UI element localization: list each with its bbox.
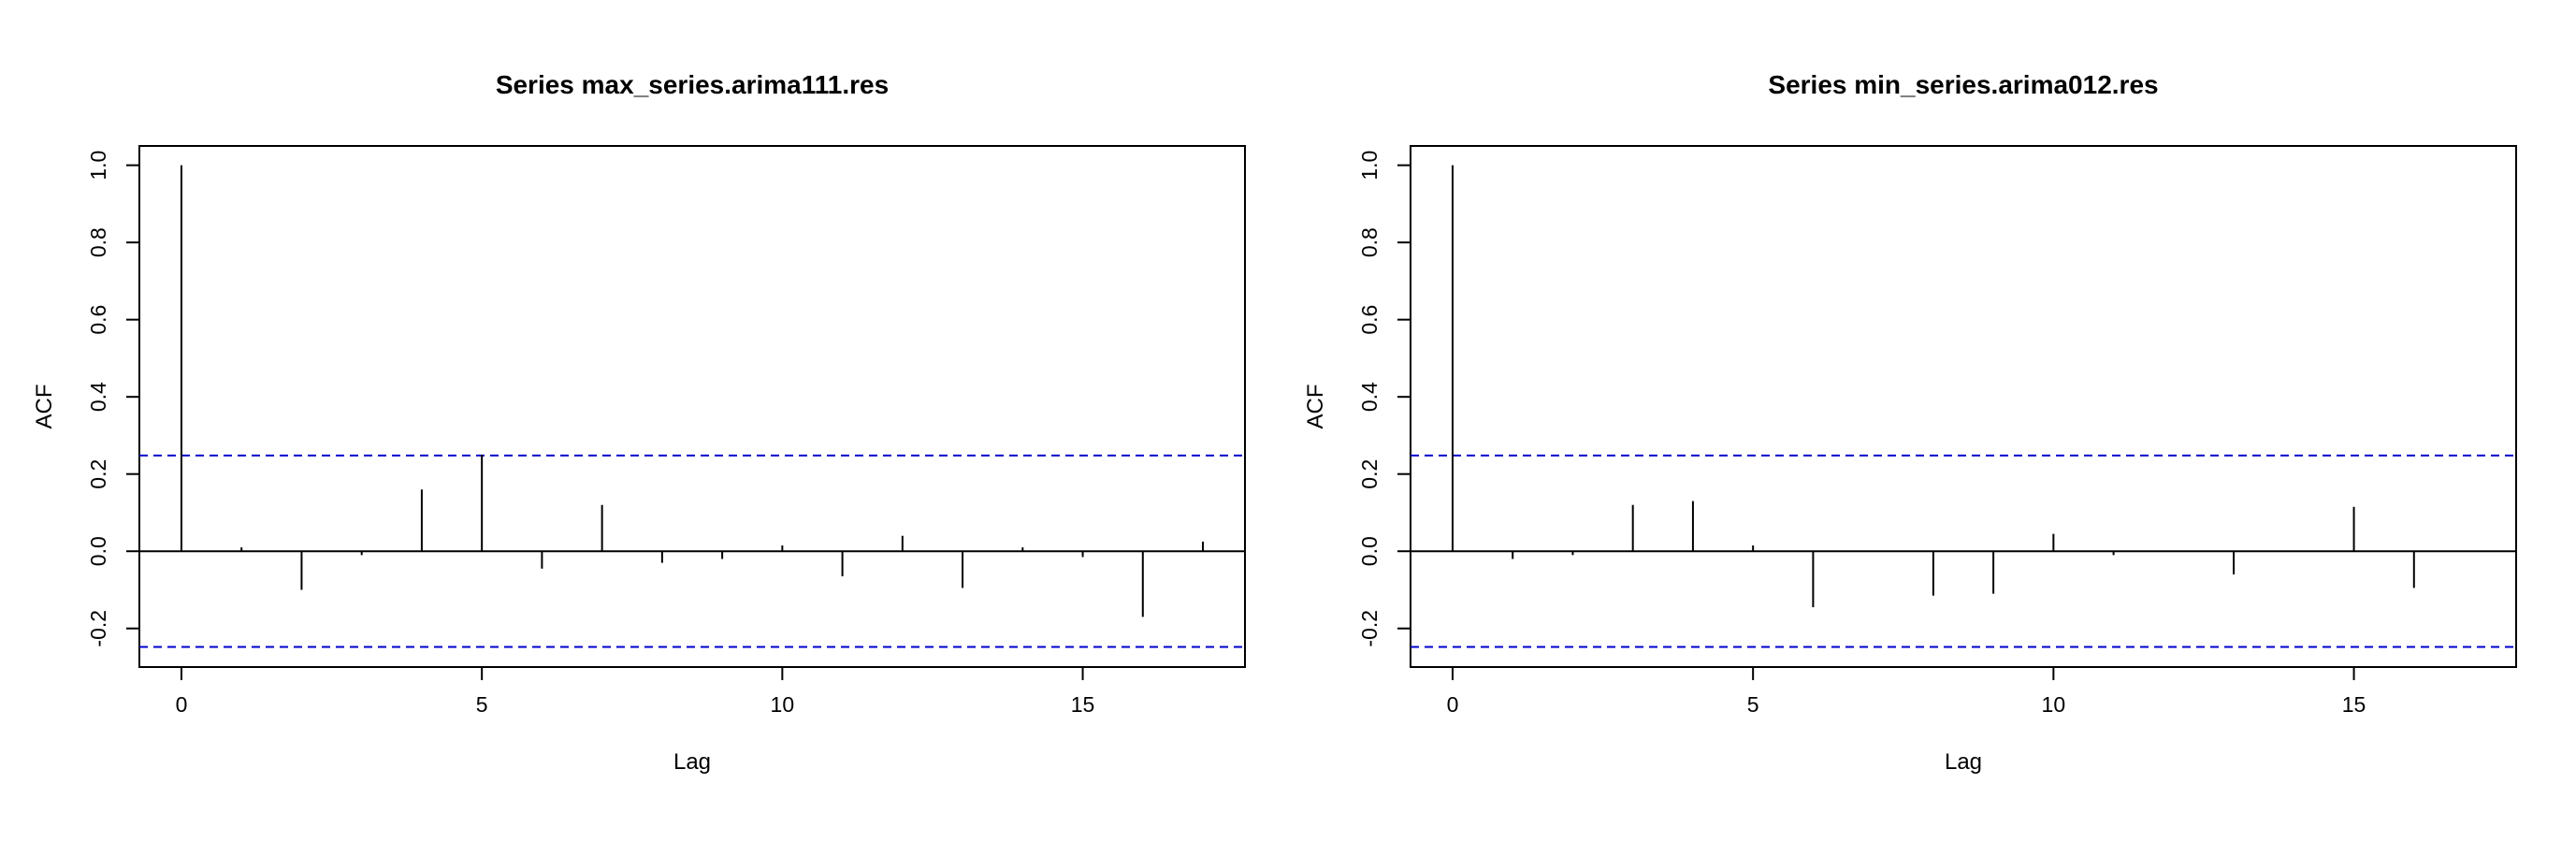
y-tick-label: 0.0 (86, 536, 110, 566)
x-axis: 0 5 10 15 (176, 666, 1095, 717)
acf-bars (180, 165, 1205, 617)
x-tick-label: 10 (771, 692, 795, 717)
x-tick-label: 5 (476, 692, 488, 717)
y-tick-label: 0.8 (86, 227, 110, 257)
x-tick-label: 0 (1447, 692, 1459, 717)
y-axis: -0.2 0.0 0.2 0.4 0.6 0.8 1.0 (1357, 151, 1411, 647)
x-axis-label: Lag (1945, 749, 1982, 775)
x-tick-label: 15 (2342, 692, 2366, 717)
y-tick-label: 0.2 (1357, 459, 1382, 489)
y-tick-label: 1.0 (1357, 151, 1382, 181)
chart-title: Series max_series.arima111.res (496, 70, 889, 99)
acf-panel-2: Series min_series.arima012.res 0 5 10 15 Lag -… (1303, 70, 2517, 775)
chart-title: Series min_series.arima012.res (1768, 70, 2158, 99)
x-tick-label: 15 (1071, 692, 1095, 717)
x-axis: 0 5 10 15 (1447, 666, 2366, 717)
y-tick-label: -0.2 (86, 610, 110, 647)
x-tick-label: 5 (1747, 692, 1759, 717)
plot-frame (1410, 145, 2517, 668)
y-tick-label: 1.0 (86, 151, 110, 181)
y-tick-label: 0.4 (86, 382, 110, 412)
x-tick-label: 0 (176, 692, 188, 717)
y-axis-label: ACF (32, 385, 57, 429)
y-tick-label: 0.4 (1357, 382, 1382, 412)
y-tick-label: 0.8 (1357, 227, 1382, 257)
y-tick-label: -0.2 (1357, 610, 1382, 647)
y-tick-label: 0.6 (1357, 305, 1382, 335)
plot-frame (138, 145, 1246, 668)
y-axis: -0.2 0.0 0.2 0.4 0.6 0.8 1.0 (86, 151, 140, 647)
y-tick-label: 0.6 (86, 305, 110, 335)
x-axis-label: Lag (673, 749, 711, 775)
x-tick-label: 10 (2042, 692, 2066, 717)
acf-bars (1451, 165, 2415, 608)
y-tick-label: 0.2 (86, 459, 110, 489)
acf-panel-1: Series max_series.arima111.res 0 5 10 15 Lag -… (32, 70, 1246, 775)
y-axis-label: ACF (1303, 385, 1328, 429)
y-tick-label: 0.0 (1357, 536, 1382, 566)
